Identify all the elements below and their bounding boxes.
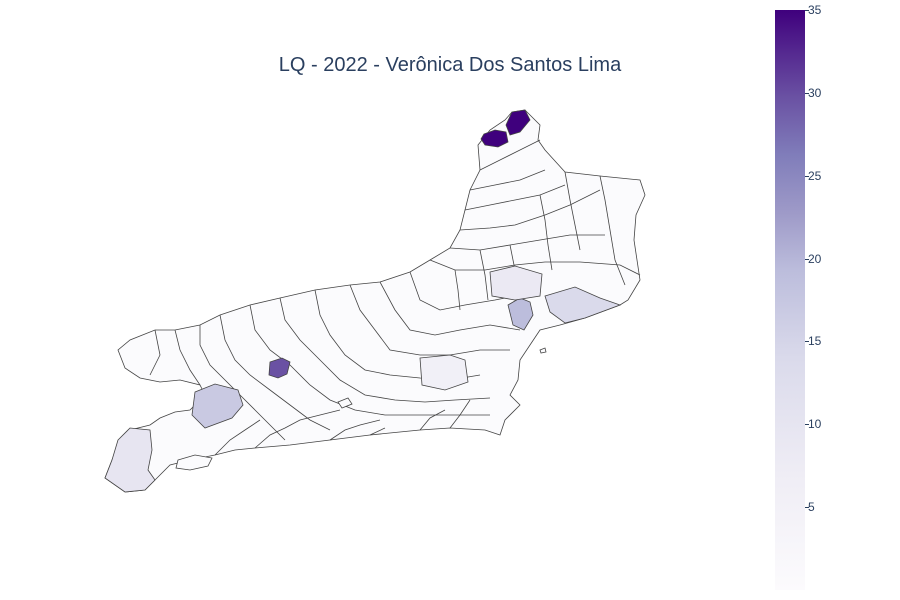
- colorbar-tick-label: 20: [808, 251, 822, 266]
- region-central-west-small[interactable]: [268, 357, 291, 379]
- colorbar-tick-label: 30: [808, 85, 822, 100]
- colorbar-tick-mark: [805, 341, 809, 343]
- region-far-north-adjacent[interactable]: [480, 129, 509, 148]
- colorbar-tick-mark: [805, 507, 809, 509]
- colorbar-tick-mark: [805, 10, 809, 11]
- region-far-north-tip[interactable]: [505, 109, 531, 136]
- colorbar-tick-mark: [805, 92, 809, 94]
- colorbar-tick-label: 25: [808, 168, 822, 183]
- region-east-coast[interactable]: [544, 286, 622, 324]
- region-southwest-coast[interactable]: [104, 427, 156, 493]
- colorbar-tick-mark: [805, 258, 809, 260]
- colorbar-tick-mark: [805, 175, 809, 177]
- colorbar-tick-label: 5: [808, 500, 815, 515]
- island-small: [539, 347, 547, 354]
- colorbar: [775, 10, 805, 590]
- colorbar-tick-label: 15: [808, 334, 822, 349]
- island-large: [175, 454, 213, 471]
- region-central-south[interactable]: [419, 354, 469, 391]
- island-small: [337, 397, 353, 409]
- colorbar-tick-label: 35: [808, 3, 822, 17]
- region-east-north-interior[interactable]: [489, 265, 543, 301]
- colorbar-tick-mark: [805, 424, 809, 426]
- colorbar-tick-label: 10: [808, 417, 822, 432]
- chart-title: LQ - 2022 - Verônica Dos Santos Lima: [278, 54, 622, 76]
- region-southwest-interior[interactable]: [191, 383, 244, 429]
